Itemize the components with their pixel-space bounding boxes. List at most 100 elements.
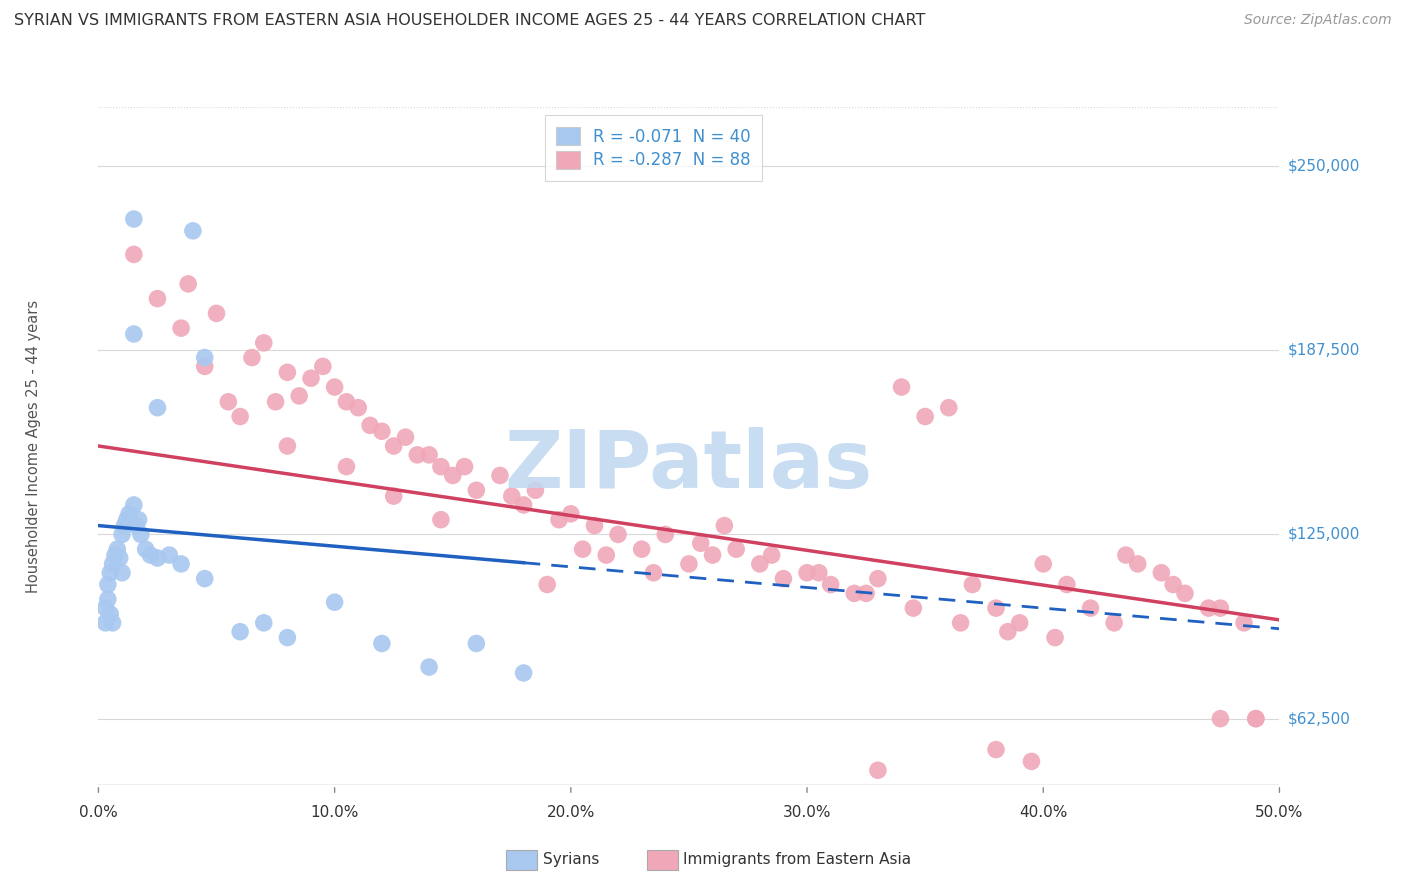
Text: Immigrants from Eastern Asia: Immigrants from Eastern Asia [683, 853, 911, 867]
Point [441, 468, 464, 483]
Point [94, 601, 117, 615]
Point [146, 551, 169, 566]
Point [938, 401, 960, 415]
Point [997, 624, 1019, 639]
Point [903, 601, 925, 615]
Point [111, 527, 134, 541]
Point [335, 394, 357, 409]
Point [229, 409, 252, 424]
Point [1174, 586, 1197, 600]
Text: ZIPatlas: ZIPatlas [505, 427, 873, 506]
Point [949, 615, 972, 630]
Point [772, 572, 794, 586]
Point [394, 430, 416, 444]
Point [713, 518, 735, 533]
Point [1043, 631, 1066, 645]
Point [98, 607, 121, 621]
Point [111, 566, 134, 580]
Point [465, 636, 488, 650]
Point [866, 572, 889, 586]
Point [97, 592, 120, 607]
Point [1150, 566, 1173, 580]
Point [122, 247, 145, 261]
Point [524, 483, 547, 498]
Point [489, 468, 512, 483]
Point [761, 548, 783, 562]
Point [453, 459, 475, 474]
Point [98, 566, 121, 580]
Point [1209, 712, 1232, 726]
Point [359, 418, 381, 433]
Point [112, 518, 135, 533]
Point [1008, 615, 1031, 630]
Point [418, 660, 440, 674]
Point [855, 586, 877, 600]
Point [430, 459, 453, 474]
Text: SYRIAN VS IMMIGRANTS FROM EASTERN ASIA HOUSEHOLDER INCOME AGES 25 - 44 YEARS COR: SYRIAN VS IMMIGRANTS FROM EASTERN ASIA H… [14, 13, 925, 29]
Point [146, 292, 169, 306]
Point [101, 615, 124, 630]
Point [135, 542, 157, 557]
Point [181, 224, 204, 238]
Point [1233, 615, 1256, 630]
Point [890, 380, 912, 394]
Text: Householder Income Ages 25 - 44 years: Householder Income Ages 25 - 44 years [25, 300, 41, 592]
Point [253, 335, 276, 350]
Point [323, 595, 346, 609]
Text: 50.0%: 50.0% [1256, 805, 1303, 821]
Point [748, 557, 770, 571]
Point [1126, 557, 1149, 571]
Point [240, 351, 263, 365]
Point [371, 424, 394, 438]
Point [122, 498, 145, 512]
Text: 30.0%: 30.0% [783, 805, 831, 821]
Point [702, 548, 724, 562]
Point [914, 409, 936, 424]
Point [512, 665, 534, 680]
Point [229, 624, 252, 639]
Legend: R = -0.071  N = 40, R = -0.287  N = 88: R = -0.071 N = 40, R = -0.287 N = 88 [544, 115, 762, 181]
Point [122, 212, 145, 227]
Point [371, 636, 394, 650]
Point [125, 518, 148, 533]
Point [299, 371, 322, 385]
Point [984, 601, 1007, 615]
Point [465, 483, 488, 498]
Point [382, 489, 405, 503]
Point [108, 551, 131, 566]
Point [312, 359, 335, 374]
Point [630, 542, 652, 557]
Point [288, 389, 311, 403]
Point [1198, 601, 1220, 615]
Point [170, 557, 193, 571]
Point [796, 566, 818, 580]
Point [512, 498, 534, 512]
Point [118, 507, 141, 521]
Point [1161, 577, 1184, 591]
Point [844, 586, 866, 600]
Point [205, 306, 228, 320]
Point [1209, 601, 1232, 615]
Text: $125,000: $125,000 [1288, 527, 1360, 542]
Point [170, 321, 193, 335]
Point [253, 615, 276, 630]
Text: $187,500: $187,500 [1288, 343, 1360, 358]
Point [560, 507, 582, 521]
Point [128, 513, 150, 527]
Text: $250,000: $250,000 [1288, 159, 1360, 173]
Point [276, 365, 298, 379]
Point [807, 566, 830, 580]
Point [217, 394, 239, 409]
Point [1244, 712, 1267, 726]
Text: Syrians: Syrians [543, 853, 599, 867]
Point [276, 631, 298, 645]
Point [276, 439, 298, 453]
Text: 20.0%: 20.0% [547, 805, 595, 821]
Point [820, 577, 842, 591]
Point [406, 448, 429, 462]
Point [1115, 548, 1137, 562]
Point [105, 542, 128, 557]
Point [194, 572, 217, 586]
Point [866, 763, 889, 777]
Point [139, 548, 162, 562]
